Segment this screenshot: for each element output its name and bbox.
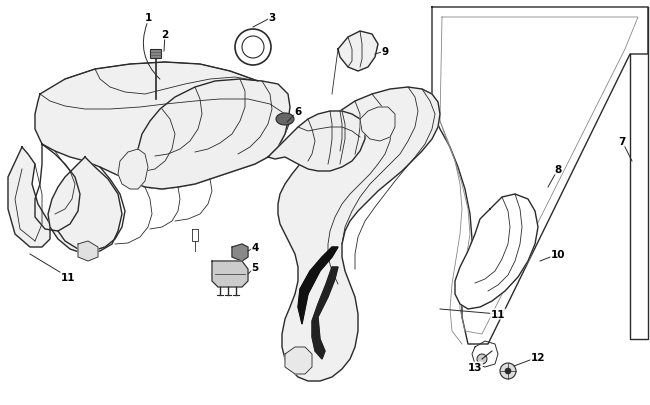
Polygon shape	[212, 261, 248, 287]
Text: 13: 13	[468, 362, 482, 372]
Polygon shape	[285, 347, 312, 374]
Text: 9: 9	[382, 47, 389, 57]
Text: 8: 8	[554, 164, 562, 175]
Text: 1: 1	[144, 13, 151, 23]
Polygon shape	[298, 247, 338, 324]
Polygon shape	[118, 149, 148, 190]
Polygon shape	[268, 112, 365, 172]
Text: 4: 4	[252, 243, 259, 252]
Polygon shape	[78, 241, 98, 261]
Circle shape	[505, 368, 511, 374]
Polygon shape	[48, 158, 122, 254]
Polygon shape	[130, 80, 290, 190]
Polygon shape	[8, 148, 50, 247]
Text: 5: 5	[252, 262, 259, 272]
Text: 11: 11	[60, 272, 75, 282]
Text: 3: 3	[268, 13, 276, 23]
Polygon shape	[278, 88, 440, 381]
Text: 11: 11	[491, 309, 505, 319]
Ellipse shape	[276, 114, 294, 126]
Polygon shape	[455, 194, 538, 309]
Text: 7: 7	[618, 136, 626, 147]
Text: 12: 12	[531, 352, 545, 362]
Text: 10: 10	[551, 249, 566, 259]
FancyBboxPatch shape	[151, 50, 161, 60]
Polygon shape	[338, 32, 378, 72]
Text: 2: 2	[161, 30, 168, 40]
Polygon shape	[35, 63, 290, 190]
Circle shape	[500, 363, 516, 379]
Polygon shape	[232, 244, 248, 261]
Polygon shape	[360, 108, 395, 142]
Polygon shape	[432, 8, 648, 344]
Text: 6: 6	[294, 107, 302, 117]
Polygon shape	[312, 267, 338, 359]
Circle shape	[477, 354, 487, 364]
